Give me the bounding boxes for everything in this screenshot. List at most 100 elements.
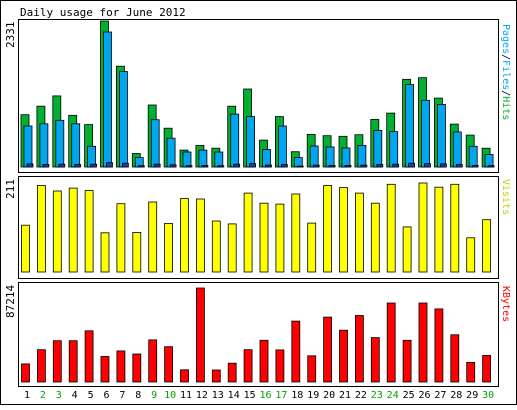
hits-series-label: Pages/Files/Hits (500, 24, 511, 120)
chart-title: Daily usage for June 2012 (20, 6, 186, 19)
files-bar-day-2 (39, 123, 49, 168)
pages-bar-day-6 (106, 162, 113, 168)
kbytes-panel-frame (18, 282, 499, 387)
x-tick-label-day-2: 2 (40, 390, 46, 401)
pages-bar-day-19 (312, 164, 320, 168)
kbytes-bar-day-25 (402, 339, 412, 383)
visits-bar-day-3 (52, 190, 62, 273)
pages-label: Pages (500, 24, 511, 54)
kbytes-bar-day-28 (450, 334, 460, 383)
files-bar-day-25 (405, 84, 415, 168)
kbytes-bar-day-17 (275, 349, 285, 383)
files-bar-day-27 (436, 104, 446, 168)
visits-bar-day-7 (116, 203, 126, 273)
x-tick-label-day-9: 9 (151, 390, 157, 401)
kbytes-bar-day-6 (100, 356, 110, 383)
pages-bar-day-24 (392, 163, 400, 168)
pages-bar-day-27 (439, 163, 447, 168)
x-tick-label-day-21: 21 (339, 390, 351, 401)
visits-bar-day-10 (164, 223, 174, 273)
visits-bar-day-4 (68, 187, 78, 273)
kbytes-bar-day-13 (211, 369, 221, 383)
x-tick-label-day-6: 6 (103, 390, 109, 401)
files-bar-day-18 (293, 157, 303, 168)
x-axis-labels: 1 2 3 4 5 6 7 8 9 10 11 12 13 14 15 16 17 18 19 20 21 22 23 24 2… (24, 390, 494, 401)
files-bar-day-28 (452, 131, 462, 168)
files-bar-day-23 (373, 129, 383, 168)
pages-bar-day-4 (74, 164, 82, 168)
files-bar-day-11 (182, 151, 192, 168)
files-bar-day-13 (214, 151, 224, 168)
label-separator-1: / (500, 54, 511, 60)
kbytes-bar-day-2 (37, 349, 46, 383)
kbytes-bar-day-24 (386, 302, 396, 383)
kbytes-bar-day-20 (323, 316, 333, 383)
x-tick-label-day-7: 7 (119, 390, 125, 401)
pages-bar-day-30 (487, 165, 495, 168)
kbytes-bar-day-8 (132, 353, 142, 383)
pages-bar-day-7 (122, 162, 129, 168)
visits-bar-day-12 (195, 198, 205, 273)
kbytes-bar-day-14 (227, 362, 237, 383)
kbytes-bar-day-27 (434, 308, 444, 383)
pages-bar-day-17 (280, 164, 288, 168)
pages-bar-day-15 (249, 163, 257, 168)
x-tick-label-day-16: 16 (259, 390, 271, 401)
kbytes-bar-day-7 (116, 350, 126, 383)
pages-bar-day-8 (137, 165, 145, 168)
x-tick-label-day-11: 11 (180, 390, 192, 401)
kbytes-series-label: KBytes (500, 286, 511, 322)
files-bar-day-4 (71, 123, 81, 168)
files-bar-day-6 (103, 31, 112, 168)
x-tick-label-day-12: 12 (196, 390, 208, 401)
visits-bar-day-15 (243, 192, 253, 273)
bars-layer (20, 20, 495, 383)
files-bar-day-17 (277, 125, 287, 168)
kbytes-bar-day-12 (195, 287, 205, 383)
kbytes-bar-day-11 (180, 369, 189, 383)
visits-bar-day-24 (386, 183, 396, 273)
kbytes-bar-day-1 (21, 363, 30, 383)
visits-max-label: 211 (4, 179, 17, 199)
visits-bar-day-11 (180, 198, 189, 273)
x-tick-label-day-3: 3 (56, 390, 62, 401)
kbytes-bar-day-16 (259, 339, 269, 383)
files-bar-day-12 (198, 149, 208, 168)
files-bar-day-29 (468, 145, 478, 168)
visits-bar-day-23 (370, 202, 380, 273)
hits-label: Hits (500, 96, 511, 120)
pages-bar-day-13 (217, 165, 225, 168)
kbytes-bar-day-15 (243, 349, 253, 383)
visits-bar-day-26 (418, 182, 428, 273)
pages-bar-day-5 (90, 163, 97, 168)
x-tick-label-day-1: 1 (24, 390, 30, 401)
pages-bar-day-3 (58, 163, 66, 168)
files-bar-day-1 (23, 125, 33, 168)
x-tick-label-day-14: 14 (228, 390, 240, 401)
pages-bar-day-16 (265, 164, 272, 168)
x-tick-label-day-22: 22 (355, 390, 367, 401)
files-bar-day-14 (230, 113, 240, 168)
pages-bar-day-28 (455, 164, 463, 168)
files-bar-day-16 (262, 149, 271, 168)
visits-bar-day-13 (211, 220, 221, 273)
files-bar-day-26 (421, 99, 430, 168)
visits-bar-day-22 (354, 192, 364, 273)
visits-bar-day-21 (339, 187, 348, 273)
x-tick-label-day-18: 18 (291, 390, 303, 401)
visits-bar-day-17 (275, 203, 285, 273)
pages-bar-day-22 (360, 164, 368, 168)
x-tick-label-day-15: 15 (244, 390, 256, 401)
hits-panel-frame (18, 19, 499, 173)
files-bar-day-3 (55, 119, 65, 168)
x-tick-label-day-20: 20 (323, 390, 335, 401)
files-bar-day-22 (357, 144, 367, 168)
x-tick-label-day-23: 23 (371, 390, 383, 401)
kbytes-bar-day-5 (84, 330, 94, 383)
files-bar-day-9 (150, 119, 160, 168)
files-bar-day-7 (119, 71, 128, 168)
kbytes-bar-day-19 (307, 355, 317, 383)
kbytes-bar-day-22 (354, 315, 364, 383)
x-tick-label-day-10: 10 (164, 390, 176, 401)
